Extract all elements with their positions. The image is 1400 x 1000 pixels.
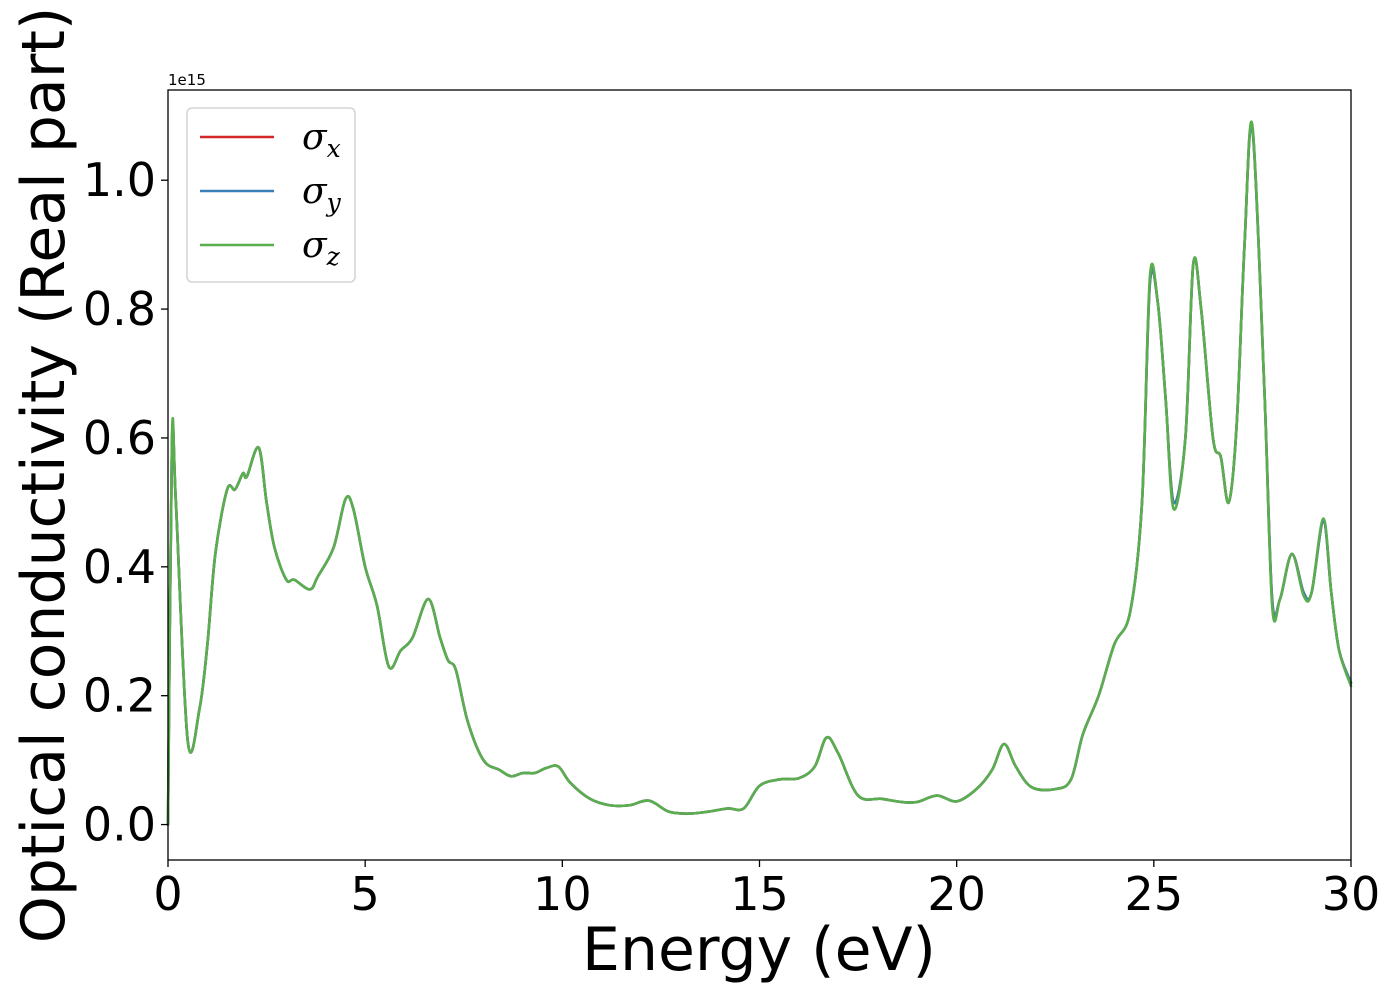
legend-label-y: σy	[302, 171, 342, 217]
legend-label-z: σz	[302, 225, 341, 271]
x-tick-label: 30	[1322, 867, 1381, 921]
y-axis-label: Optical conductivity (Real part)	[9, 7, 79, 944]
x-tick-label: 15	[730, 867, 789, 921]
y-tick-label: 0.4	[83, 540, 156, 594]
x-tick-label: 25	[1125, 867, 1184, 921]
series-line-z	[166, 120, 1353, 826]
y-tick-label: 1.0	[83, 153, 156, 207]
series-layer	[166, 120, 1353, 826]
x-axis-label: Energy (eV)	[582, 915, 936, 985]
y-tick-label: 0.0	[83, 798, 156, 852]
y-tick-label: 0.6	[83, 411, 156, 465]
legend-entries: σx σy σz	[200, 117, 342, 271]
x-tick-label: 5	[351, 867, 380, 921]
x-tick-label: 0	[153, 867, 182, 921]
legend-frame	[186, 107, 356, 283]
x-axis-ticks: 0 5 10 15 20 25 30	[153, 860, 1380, 921]
y-tick-label: 0.8	[83, 282, 156, 336]
y-offset-label: 1e15	[168, 71, 206, 89]
y-tick-label: 0.2	[83, 669, 156, 723]
y-axis-ticks: 0.0 0.2 0.4 0.6 0.8 1.0	[83, 153, 168, 852]
legend-label-x: σx	[302, 117, 341, 163]
x-tick-label: 10	[533, 867, 592, 921]
plot-background	[168, 90, 1351, 860]
legend: σx σy σz	[186, 107, 356, 283]
x-tick-label: 20	[927, 867, 986, 921]
